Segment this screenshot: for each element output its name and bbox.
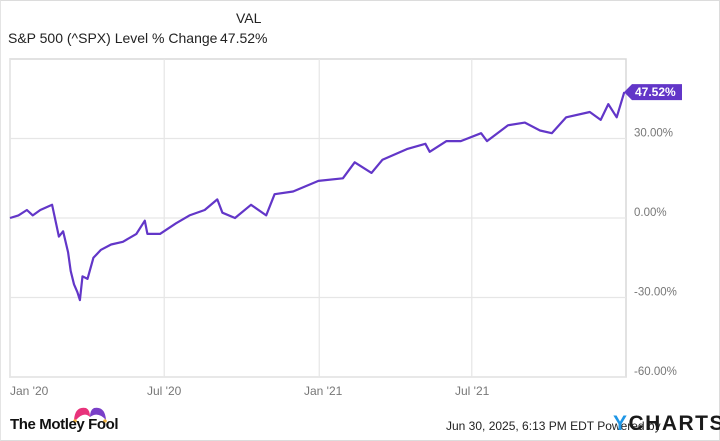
ycharts-wordmark: CHARTS bbox=[628, 412, 720, 435]
footer-timestamp: Jun 30, 2025, 6:13 PM EDT Powered by bbox=[446, 419, 661, 433]
motley-fool-wordmark: The Motley Fool bbox=[10, 416, 119, 433]
ycharts-logo[interactable]: YCHARTS bbox=[613, 412, 720, 436]
y-tick-label: 30.00% bbox=[634, 128, 673, 140]
x-tick-label: Jan '21 bbox=[304, 384, 343, 398]
x-axis-labels: Jan '20 Jul '20 Jan '21 Jul '21 bbox=[10, 384, 490, 398]
end-value-badge: 47.52% bbox=[624, 84, 682, 101]
motley-fool-logo: The Motley Fool bbox=[10, 404, 210, 438]
ycharts-y-mark: Y bbox=[613, 412, 629, 435]
sp500-series-line bbox=[9, 91, 626, 302]
powered-by-text: Powered by bbox=[597, 419, 661, 433]
y-tick-label: -60.00% bbox=[634, 366, 677, 378]
x-tick-label: Jul '21 bbox=[455, 384, 490, 398]
legend-column-header: VAL bbox=[236, 10, 262, 26]
badge-arrow-shape bbox=[624, 84, 682, 101]
jester-hat-icon bbox=[73, 407, 107, 423]
x-tick-label: Jan '20 bbox=[10, 384, 49, 398]
x-tick-label: Jul '20 bbox=[147, 384, 182, 398]
y-tick-label: 0.00% bbox=[634, 207, 667, 219]
chart-grid bbox=[9, 58, 627, 378]
end-value-label: 47.52% bbox=[635, 85, 676, 99]
legend-series-name: S&P 500 (^SPX) Level % Change bbox=[8, 30, 218, 46]
y-axis-labels: 30.00% 0.00% -30.00% -60.00% bbox=[634, 128, 677, 379]
timestamp-text: Jun 30, 2025, 6:13 PM EDT bbox=[446, 419, 594, 433]
legend-series-value: 47.52% bbox=[220, 30, 268, 46]
y-tick-label: -30.00% bbox=[634, 287, 677, 299]
